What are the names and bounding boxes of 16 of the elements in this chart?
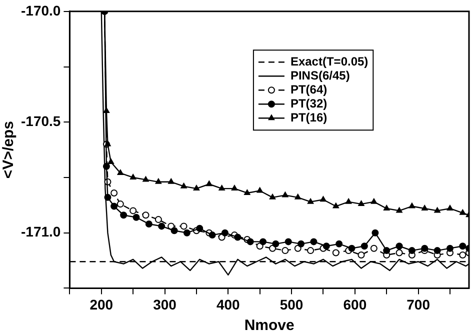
legend-label: PT(32) bbox=[290, 96, 328, 110]
legend-label: PINS(6/45) bbox=[290, 68, 350, 82]
x-tick-label: 400 bbox=[216, 296, 240, 312]
y-tick-label: -170.0 bbox=[20, 2, 61, 18]
legend-label: PT(64) bbox=[290, 82, 328, 96]
y-tick-label: -170.5 bbox=[20, 112, 61, 129]
x-tick-label: 500 bbox=[280, 296, 304, 312]
x-axis-title: Nmove bbox=[244, 317, 294, 334]
x-tick-label: 300 bbox=[153, 296, 177, 312]
x-tick-label: 200 bbox=[90, 296, 114, 312]
y-axis-title: <V>/eps bbox=[0, 121, 18, 179]
x-tick-label: 700 bbox=[406, 296, 430, 312]
x-tick-label: 600 bbox=[343, 296, 367, 312]
legend-label: Exact(T=0.05) bbox=[290, 54, 368, 68]
legend-label: PT(16) bbox=[290, 110, 328, 124]
y-tick-label: -171.0 bbox=[20, 224, 61, 240]
